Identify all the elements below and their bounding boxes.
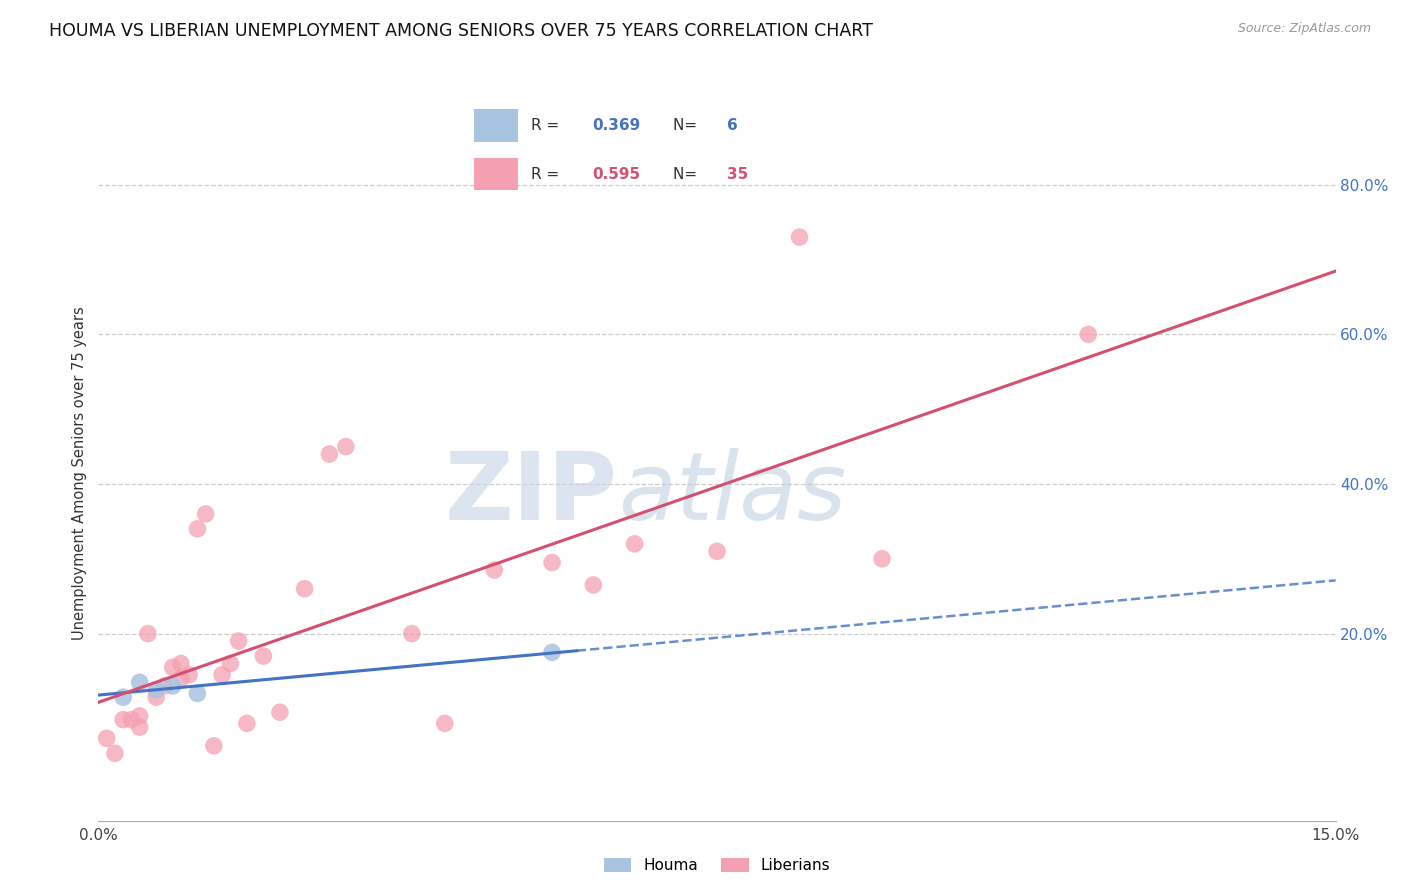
Text: N=: N= (673, 119, 702, 133)
Point (335, 440, 357, 454)
Text: 0.369: 0.369 (592, 119, 641, 133)
Point (870, 551, 893, 566)
Point (136, 626, 159, 640)
Point (623, 537, 645, 551)
Point (96, 731, 118, 746)
Text: 35: 35 (727, 167, 748, 182)
Point (252, 648, 274, 663)
Point (128, 709, 150, 723)
Point (112, 713, 135, 727)
Text: atlas: atlas (619, 448, 846, 539)
Point (186, 522, 208, 536)
Point (170, 657, 193, 671)
Point (219, 657, 242, 671)
Point (1077, 327, 1099, 342)
Text: R =: R = (531, 119, 565, 133)
Point (170, 672, 193, 686)
Point (128, 720, 150, 734)
Point (211, 667, 233, 681)
Point (120, 713, 142, 727)
Text: R =: R = (531, 167, 565, 182)
Text: HOUMA VS LIBERIAN UNEMPLOYMENT AMONG SENIORS OVER 75 YEARS CORRELATION CHART: HOUMA VS LIBERIAN UNEMPLOYMENT AMONG SEN… (49, 22, 873, 40)
Bar (474, 110, 517, 142)
Point (145, 690, 167, 705)
Point (318, 447, 340, 461)
Point (128, 675, 150, 690)
Point (541, 645, 564, 659)
Legend: Houma, Liberians: Houma, Liberians (598, 852, 837, 880)
Point (186, 686, 208, 700)
Point (104, 747, 127, 761)
Point (582, 578, 605, 592)
Bar (474, 158, 517, 190)
Text: 6: 6 (727, 119, 738, 133)
Point (194, 507, 217, 521)
Point (541, 556, 564, 570)
Point (202, 739, 225, 753)
Text: ZIP: ZIP (446, 448, 619, 540)
Point (789, 230, 811, 244)
Point (401, 626, 423, 640)
Point (162, 679, 184, 693)
Point (484, 563, 506, 577)
Point (153, 679, 176, 693)
Text: 0.595: 0.595 (592, 167, 640, 182)
Point (294, 582, 316, 596)
Point (145, 682, 167, 697)
Text: N=: N= (673, 167, 702, 182)
Point (236, 716, 259, 731)
Point (162, 660, 184, 674)
Point (228, 634, 250, 648)
Point (706, 544, 728, 558)
Y-axis label: Unemployment Among Seniors over 75 years: Unemployment Among Seniors over 75 years (72, 306, 87, 640)
Text: Source: ZipAtlas.com: Source: ZipAtlas.com (1237, 22, 1371, 36)
Point (269, 705, 291, 719)
Point (112, 690, 135, 705)
Point (433, 716, 456, 731)
Point (179, 667, 201, 681)
